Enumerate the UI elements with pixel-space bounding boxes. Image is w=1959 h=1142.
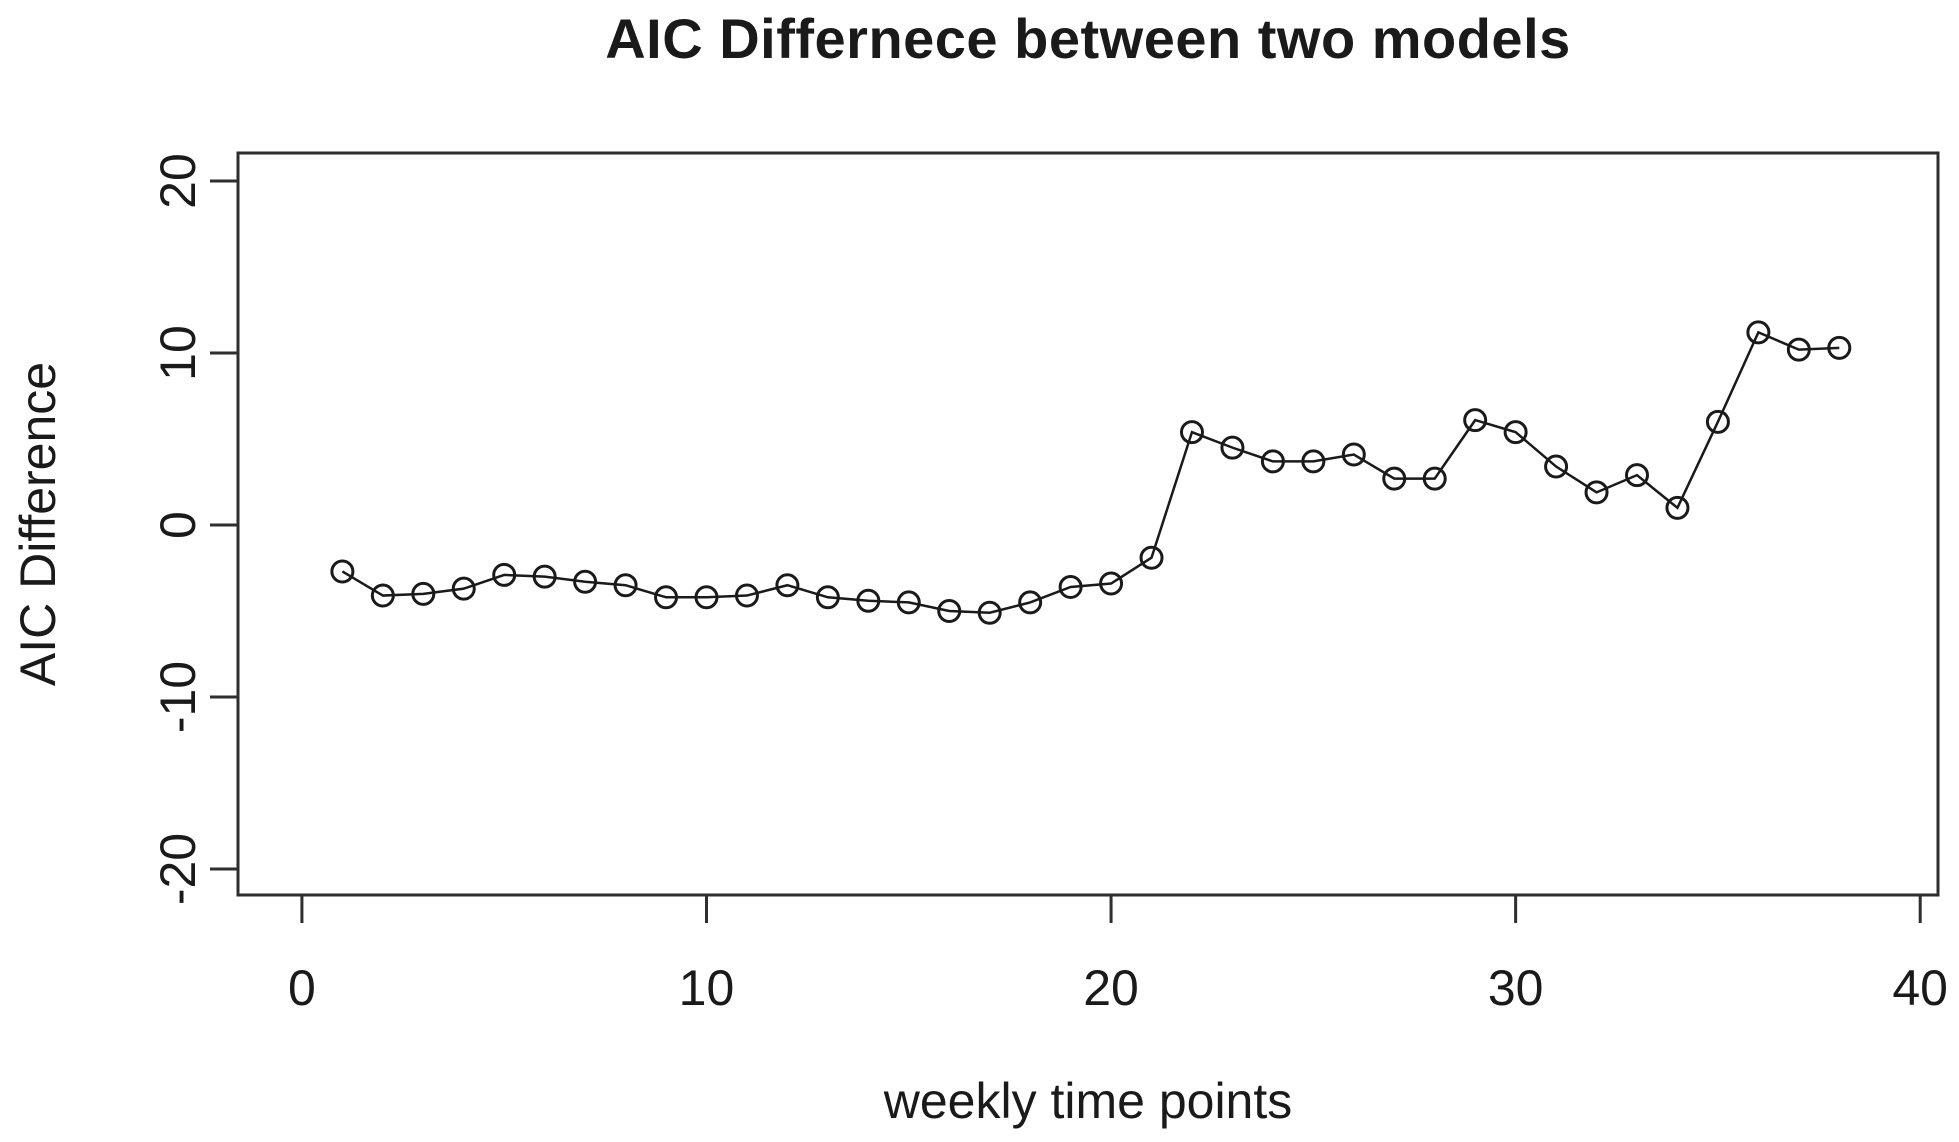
data-point-marker [896,590,921,615]
plot-box [236,151,1940,897]
data-point-marker [1422,466,1447,491]
data-point-marker [330,559,355,584]
data-point-marker [775,573,800,598]
data-point-marker [1463,408,1488,433]
y-tick-label: 20 [150,153,206,209]
data-point-marker [694,585,719,610]
x-axis-label: weekly time points [883,1073,1293,1129]
data-point-marker [1179,420,1204,445]
data-point-marker [815,585,840,610]
data-point-marker [613,573,638,598]
y-tick-label: -10 [150,661,206,733]
data-point-marker [1786,337,1811,362]
data-point-marker [1260,449,1285,474]
data-point-marker [1625,463,1650,488]
data-point-marker [1099,571,1124,596]
data-point-marker [532,564,557,589]
data-point-marker [1139,545,1164,570]
y-tick-label: -20 [150,833,206,905]
data-point-marker [654,585,679,610]
data-point-marker [1827,335,1852,360]
data-point-marker [1301,449,1326,474]
data-point-marker [1503,420,1528,445]
data-point-marker [370,583,395,608]
x-tick-label: 30 [1488,960,1544,1016]
y-tick-label: 0 [150,511,206,539]
data-point-marker [1746,320,1771,345]
y-tick-label: 10 [150,325,206,381]
x-tick-label: 20 [1083,960,1139,1016]
data-line [341,330,1840,615]
data-point-marker [411,581,436,606]
data-point-marker [1382,466,1407,491]
data-point-marker [1705,409,1730,434]
data-point-marker [492,562,517,587]
data-point-marker [1058,574,1083,599]
data-point-marker [1544,454,1569,479]
data-point-marker [734,583,759,608]
data-point-marker [977,600,1002,625]
data-point-marker [1341,442,1366,467]
data-point-marker [1018,590,1043,615]
x-tick-label: 40 [1892,960,1948,1016]
data-point-marker [1220,435,1245,460]
data-point-marker [573,569,598,594]
data-point-marker [1584,480,1609,505]
data-point-marker [856,588,881,613]
data-point-marker [937,599,962,624]
chart-title: AIC Differnece between two models [605,7,1571,70]
x-tick-label: 0 [288,960,316,1016]
x-tick-label: 10 [679,960,735,1016]
data-point-marker [451,576,476,601]
data-point-marker [1665,495,1690,520]
